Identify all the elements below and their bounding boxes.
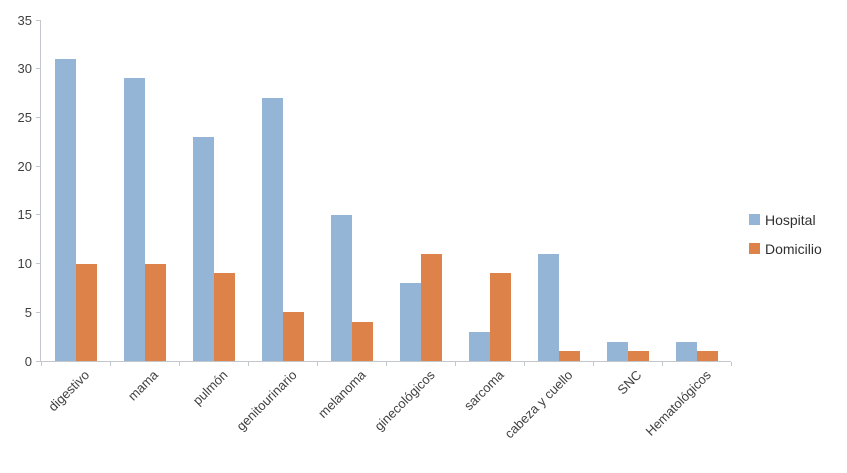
x-tick-mark-7 xyxy=(523,362,525,366)
bar-domicilio-snc xyxy=(627,351,649,361)
y-tick-mark-10 xyxy=(36,263,40,265)
legend-label: Domicilio xyxy=(765,240,822,257)
y-tick-label-0: 0 xyxy=(24,353,32,369)
x-category-label-genitourinario: genitourinario xyxy=(233,367,300,434)
x-tick-mark-6 xyxy=(454,362,456,366)
x-tick-mark-1 xyxy=(109,362,111,366)
y-tick-label-10: 10 xyxy=(17,256,32,272)
y-tick-mark-20 xyxy=(36,165,40,167)
bar-domicilio-hematol-gicos xyxy=(696,351,718,361)
bar-hospital-sarcoma xyxy=(468,331,490,361)
bar-hospital-snc xyxy=(606,341,628,361)
y-tick-label-30: 30 xyxy=(17,61,32,77)
bar-domicilio-digestivo xyxy=(75,263,97,361)
legend-label: Hospital xyxy=(765,211,816,228)
bar-hospital-hematol-gicos xyxy=(675,341,697,361)
y-tick-label-35: 35 xyxy=(17,12,32,28)
y-tick-label-5: 5 xyxy=(24,304,32,320)
x-category-label-mama: mama xyxy=(125,367,162,404)
legend-swatch-icon xyxy=(749,214,760,225)
x-tick-mark-8 xyxy=(592,362,594,366)
legend: Hospital Domicilio xyxy=(749,212,822,270)
y-axis-line xyxy=(40,20,41,361)
bar-hospital-ginecol-gicos xyxy=(399,283,421,361)
x-tick-mark-3 xyxy=(247,362,249,366)
y-tick-mark-25 xyxy=(36,116,40,118)
bar-hospital-cabeza-y-cuello xyxy=(537,253,559,361)
x-tick-mark-9 xyxy=(661,362,663,366)
bar-domicilio-ginecol-gicos xyxy=(420,253,442,361)
x-category-label-sarcoma: sarcoma xyxy=(460,367,507,414)
y-tick-mark-5 xyxy=(36,311,40,313)
bar-domicilio-cabeza-y-cuello xyxy=(558,351,580,361)
x-category-label-digestivo: digestivo xyxy=(45,367,93,415)
y-tick-mark-15 xyxy=(36,214,40,216)
y-tick-mark-35 xyxy=(36,19,40,21)
x-category-label-cabeza-y-cuello: cabeza y cuello xyxy=(501,367,576,442)
bar-hospital-mama xyxy=(123,78,145,361)
bar-domicilio-pulm-n xyxy=(213,273,235,361)
x-tick-mark-4 xyxy=(316,362,318,366)
x-tick-mark-10 xyxy=(730,362,732,366)
bar-domicilio-genitourinario xyxy=(282,312,304,361)
bar-hospital-pulm-n xyxy=(192,136,214,361)
x-category-label-ginecol-gicos: ginecológicos xyxy=(371,367,438,434)
x-category-label-pulm-n: pulmón xyxy=(189,367,231,409)
bar-domicilio-sarcoma xyxy=(489,273,511,361)
y-tick-mark-0 xyxy=(36,360,40,362)
y-tick-label-15: 15 xyxy=(17,207,32,223)
x-tick-mark-2 xyxy=(178,362,180,366)
legend-item-hospital: Hospital xyxy=(749,211,822,228)
bar-hospital-melanoma xyxy=(330,214,352,361)
legend-swatch-icon xyxy=(749,243,760,254)
bar-hospital-genitourinario xyxy=(261,97,283,361)
legend-item-domicilio: Domicilio xyxy=(749,240,822,257)
x-category-label-snc: SNC xyxy=(614,367,645,398)
bar-domicilio-melanoma xyxy=(351,322,373,361)
x-category-label-melanoma: melanoma xyxy=(314,367,369,421)
x-category-label-hematol-gicos: Hematológicos xyxy=(641,367,714,439)
x-tick-mark-0 xyxy=(40,362,42,366)
y-tick-label-25: 25 xyxy=(17,109,32,125)
y-tick-mark-30 xyxy=(36,68,40,70)
bar-domicilio-mama xyxy=(144,263,166,361)
x-tick-mark-5 xyxy=(385,362,387,366)
y-tick-label-20: 20 xyxy=(17,158,32,174)
bar-hospital-digestivo xyxy=(54,58,76,361)
x-axis-line xyxy=(40,361,731,362)
